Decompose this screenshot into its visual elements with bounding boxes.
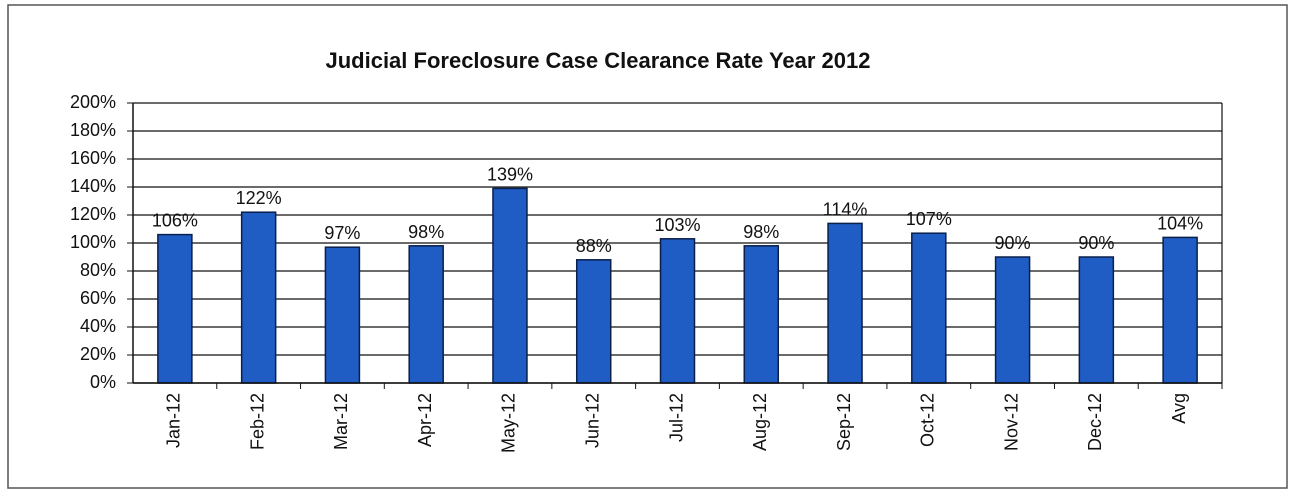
x-tick-label: Jun-12 (582, 393, 602, 448)
x-tick-label: Oct-12 (918, 393, 938, 447)
bar (827, 222, 863, 384)
x-tick-label: Sep-12 (834, 393, 854, 451)
bar (659, 238, 696, 384)
y-tick-label: 40% (80, 316, 116, 336)
x-tick-label: Jul-12 (666, 393, 686, 442)
data-label: 107% (906, 209, 952, 229)
chart-frame (7, 4, 1288, 489)
data-label: 88% (576, 236, 612, 256)
data-label: 98% (408, 222, 444, 242)
data-label: 98% (743, 222, 779, 242)
y-tick-label: 200% (70, 92, 116, 112)
data-label: 97% (324, 223, 360, 243)
y-tick-label: 20% (80, 344, 116, 364)
data-label: 104% (1157, 213, 1203, 233)
data-label: 114% (823, 199, 868, 219)
x-tick-label: Feb-12 (247, 393, 267, 450)
data-label: 106% (152, 211, 198, 231)
y-tick-label: 120% (70, 204, 116, 224)
x-tick-label: Apr-12 (415, 393, 435, 447)
y-tick-label: 140% (70, 176, 116, 196)
x-tick-label: Aug-12 (750, 393, 770, 451)
data-label: 122% (236, 188, 282, 208)
y-tick-label: 100% (70, 232, 116, 252)
bar (911, 232, 947, 384)
x-tick-label: Jan-12 (164, 393, 184, 448)
x-tick-label: Dec-12 (1085, 393, 1105, 451)
data-label: 103% (654, 215, 700, 235)
y-tick-label: 180% (70, 120, 116, 140)
bar (1162, 236, 1198, 384)
bar (408, 245, 444, 384)
y-tick-label: 0% (90, 372, 116, 392)
chart-title: Judicial Foreclosure Case Clearance Rate… (325, 48, 870, 73)
x-tick-label: Mar-12 (331, 393, 351, 450)
y-tick-label: 160% (70, 148, 116, 168)
data-label: 139% (487, 164, 533, 184)
y-tick-label: 60% (80, 288, 116, 308)
bar (240, 211, 277, 384)
y-tick-label: 80% (80, 260, 116, 280)
bar (324, 246, 361, 384)
bar (743, 245, 780, 384)
data-label: 90% (1078, 233, 1114, 253)
data-label: 90% (995, 233, 1031, 253)
bar (575, 259, 612, 384)
x-tick-label: Nov-12 (1001, 393, 1021, 451)
x-tick-label: Avg (1169, 393, 1189, 424)
bar (157, 233, 193, 384)
bar (492, 187, 528, 384)
bar (1078, 256, 1115, 384)
x-tick-label: May-12 (499, 393, 519, 453)
bar (994, 256, 1031, 384)
